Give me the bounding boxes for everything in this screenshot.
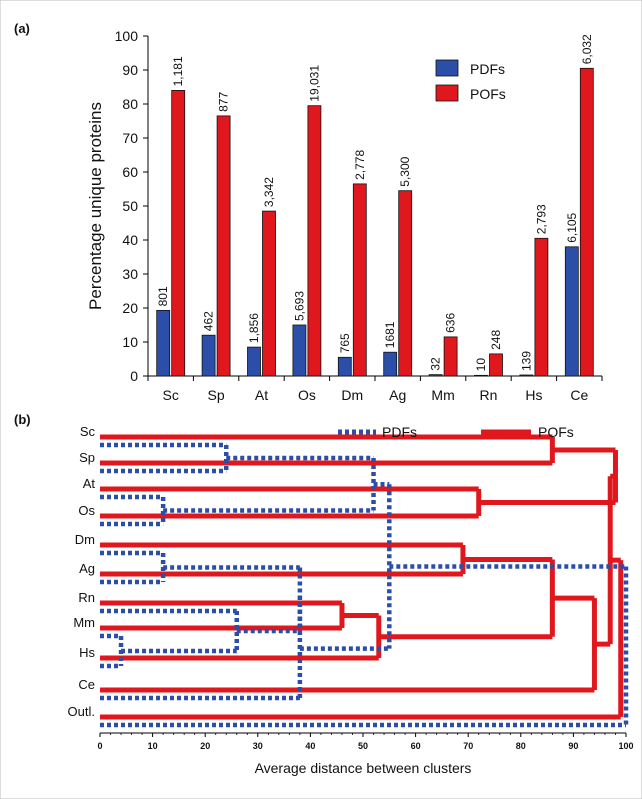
leaf-label: At (83, 476, 96, 491)
bar (519, 374, 534, 377)
x-tick-label: 90 (568, 741, 578, 751)
bar (564, 246, 579, 377)
bar (534, 237, 549, 377)
leaf-label: Ag (79, 561, 95, 576)
x-tick-label: At (255, 387, 268, 403)
bar (579, 67, 594, 377)
y-tick-label: 20 (122, 300, 138, 316)
x-tick-label: Ag (389, 387, 406, 403)
y-axis-label: Percentage unique proteins (86, 102, 105, 310)
x-tick-label: Mm (431, 387, 454, 403)
bar-value-label: 5,300 (398, 156, 412, 186)
bar (474, 374, 488, 377)
x-tick-label: 100 (618, 741, 633, 751)
x-tick-label: Hs (525, 387, 542, 403)
x-axis-label: Average distance between clusters (255, 760, 472, 776)
legend-label: POFs (470, 86, 506, 102)
bar (292, 324, 307, 377)
leaf-label: Sp (79, 450, 95, 465)
bar (443, 336, 458, 377)
leaf-label: Sc (80, 424, 96, 439)
bar (171, 90, 186, 377)
bar (216, 115, 231, 377)
bar-value-label: 1,181 (171, 56, 185, 86)
bar (337, 356, 352, 377)
y-tick-label: 0 (130, 368, 138, 384)
bar-value-label: 636 (444, 313, 458, 333)
legend-swatch (435, 59, 459, 77)
legend-label: PDFs (470, 61, 505, 77)
bar (428, 374, 443, 377)
x-tick-label: 70 (463, 741, 473, 751)
bar-chart: 0 10 20 30 40 50 60 70 80 90 100 Percentage unique … (86, 28, 603, 403)
legend-label: PDFs (382, 424, 417, 440)
bar-value-label: 801 (156, 286, 170, 306)
bar (307, 105, 322, 377)
leaf-label: Hs (79, 645, 95, 660)
leaf-label: Ce (78, 677, 95, 692)
bar-value-label: 462 (202, 311, 216, 331)
x-tick-label: 20 (200, 741, 210, 751)
y-tick-label: 90 (122, 62, 138, 78)
x-tick-label: 60 (411, 741, 421, 751)
y-tick-label: 60 (122, 164, 138, 180)
panel-b-label: (b) (14, 412, 31, 427)
x-tick-label: 30 (253, 741, 263, 751)
x-tick-label: Rn (480, 387, 498, 403)
y-tick-label: 40 (122, 232, 138, 248)
bar (247, 346, 261, 377)
bar (156, 309, 171, 377)
leaf-label: Rn (78, 590, 95, 605)
bar-value-label: 765 (338, 333, 352, 353)
leaf-label: Mm (73, 615, 95, 630)
bar-value-label: 2,793 (534, 204, 548, 234)
bar (201, 334, 216, 377)
bar (352, 183, 367, 377)
bar-value-label: 6,105 (565, 212, 579, 242)
y-tick-label: 30 (122, 266, 138, 282)
bar (262, 210, 276, 377)
legend-swatch (435, 84, 459, 102)
x-tick-label: Ce (570, 387, 588, 403)
panel-a-label: (a) (14, 21, 30, 36)
bar-value-label: 139 (519, 351, 533, 371)
y-tick-label: 100 (115, 28, 139, 44)
legend-label: POFs (538, 424, 574, 440)
x-tick-label: Sc (163, 387, 179, 403)
bar-value-label: 10 (474, 358, 488, 372)
leaf-label: Outl. (68, 704, 95, 719)
x-tick-label: Sp (208, 387, 225, 403)
bar-value-label: 5,693 (292, 291, 306, 321)
x-tick-label: 80 (516, 741, 526, 751)
bar-value-label: 3,342 (262, 177, 276, 207)
bar-value-label: 6,032 (580, 34, 594, 64)
bar-value-label: 32 (429, 357, 443, 371)
bar-value-label: 1681 (383, 321, 397, 348)
y-tick-label: 80 (122, 96, 138, 112)
bar-value-label: 19,031 (307, 65, 321, 102)
bar (383, 351, 398, 377)
y-tick-label: 10 (122, 334, 138, 350)
y-tick-label: 70 (122, 130, 138, 146)
dendrogram: Sc Sp At Os Dm Ag Rn Mm Hs Ce Outl. 0 10 20 30 40 50 60 70… (68, 424, 634, 776)
bar (398, 190, 413, 377)
bar-value-label: 1,856 (247, 313, 261, 343)
bar-value-label: 877 (217, 92, 231, 112)
bar (489, 353, 503, 377)
x-tick-label: Os (298, 387, 316, 403)
x-tick-label: 0 (97, 741, 102, 751)
bar-value-label: 2,778 (353, 150, 367, 180)
bar-value-label: 248 (489, 330, 503, 350)
x-tick-label: 10 (148, 741, 158, 751)
leaf-label: Os (78, 503, 95, 518)
x-tick-label: 40 (305, 741, 315, 751)
x-tick-label: Dm (341, 387, 363, 403)
leaf-label: Dm (75, 532, 95, 547)
y-tick-label: 50 (122, 198, 138, 214)
x-tick-label: 50 (358, 741, 368, 751)
